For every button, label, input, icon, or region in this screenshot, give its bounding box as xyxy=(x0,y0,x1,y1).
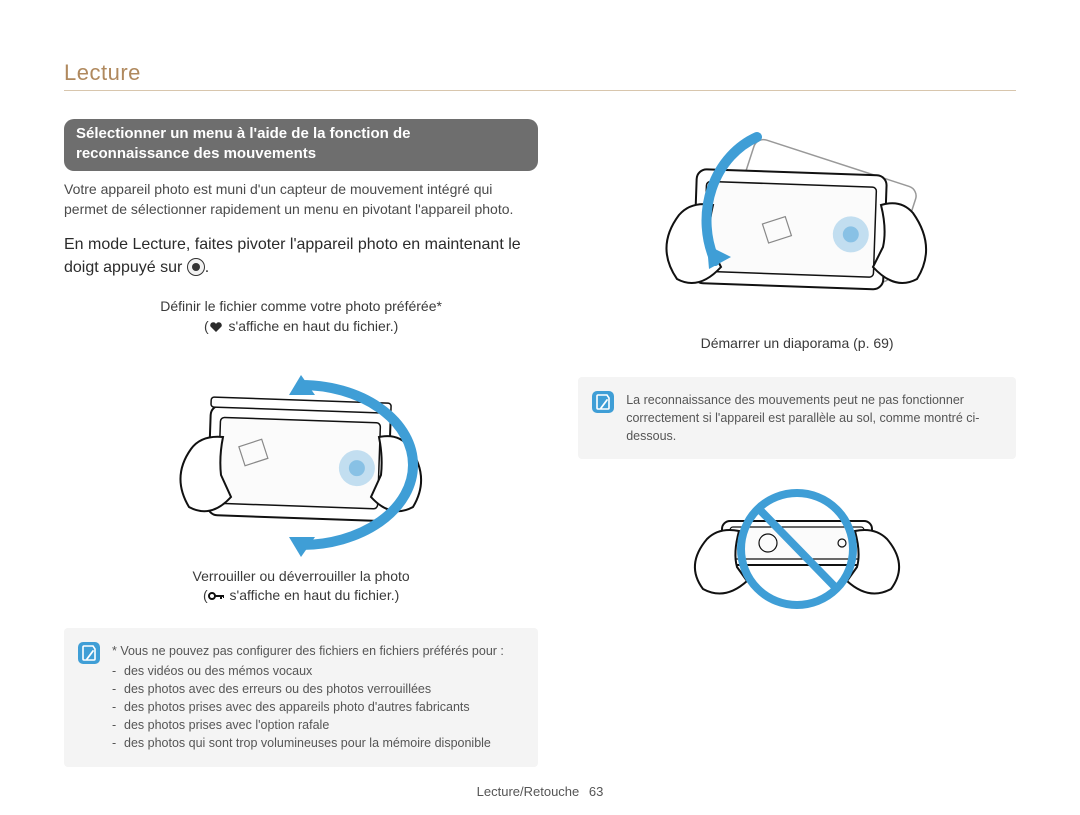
favorite-caption: Définir le fichier comme votre photo pré… xyxy=(64,297,538,338)
title-underline xyxy=(64,90,1016,91)
content-columns: Sélectionner un menu à l'aide de la fonc… xyxy=(64,119,1016,767)
key-icon xyxy=(208,588,224,608)
section-title: Lecture xyxy=(64,60,1016,86)
intro-paragraph: Votre appareil photo est muni d'un capte… xyxy=(64,179,538,220)
illustration-tilt-forward xyxy=(151,357,451,557)
note-icon xyxy=(592,391,614,413)
caption-favorite-line1: Définir le fichier comme votre photo pré… xyxy=(160,298,442,314)
instruction-prefix: En mode Lecture, faites pivoter l'appare… xyxy=(64,236,521,276)
list-item: des photos avec des erreurs ou des photo… xyxy=(112,680,504,698)
subsection-heading: Sélectionner un menu à l'aide de la fonc… xyxy=(64,119,538,171)
slideshow-caption: Démarrer un diaporama (p. 69) xyxy=(578,335,1016,351)
illustration-tilt-side xyxy=(637,119,957,319)
lock-caption: Verrouiller ou déverrouiller la photo ( … xyxy=(64,567,538,608)
right-column: Démarrer un diaporama (p. 69) La reconna… xyxy=(578,119,1016,767)
caption-lock-line2: s'affiche en haut du fichier.) xyxy=(226,587,400,603)
note-right-content: La reconnaissance des mouvements peut ne… xyxy=(626,391,1000,445)
list-item: des photos qui sont trop volumineuses po… xyxy=(112,734,504,752)
caption-favorite-line2: s'affiche en haut du fichier.) xyxy=(225,318,399,334)
note-right-text: La reconnaissance des mouvements peut ne… xyxy=(626,393,979,443)
instruction-line: En mode Lecture, faites pivoter l'appare… xyxy=(64,233,538,279)
list-item: des photos prises avec l'option rafale xyxy=(112,716,504,734)
footer-label: Lecture/Retouche xyxy=(477,784,580,799)
heart-icon xyxy=(209,319,223,339)
page-footer: Lecture/Retouche 63 xyxy=(0,784,1080,799)
left-column: Sélectionner un menu à l'aide de la fonc… xyxy=(64,119,538,767)
note-left-intro: * Vous ne pouvez pas configurer des fich… xyxy=(112,644,504,658)
note-icon xyxy=(78,642,100,664)
illustration-parallel-ground xyxy=(667,469,927,629)
instruction-suffix: . xyxy=(205,259,209,276)
caption-lock-line1: Verrouiller ou déverrouiller la photo xyxy=(193,568,410,584)
gesture-button-icon xyxy=(187,258,205,276)
list-item: des vidéos ou des mémos vocaux xyxy=(112,662,504,680)
list-item: des photos prises avec des appareils pho… xyxy=(112,698,504,716)
note-left-list: des vidéos ou des mémos vocaux des photo… xyxy=(112,662,504,753)
note-left-content: * Vous ne pouvez pas configurer des fich… xyxy=(112,642,504,753)
note-box-right: La reconnaissance des mouvements peut ne… xyxy=(578,377,1016,459)
footer-page-number: 63 xyxy=(589,784,603,799)
note-box-left: * Vous ne pouvez pas configurer des fich… xyxy=(64,628,538,767)
